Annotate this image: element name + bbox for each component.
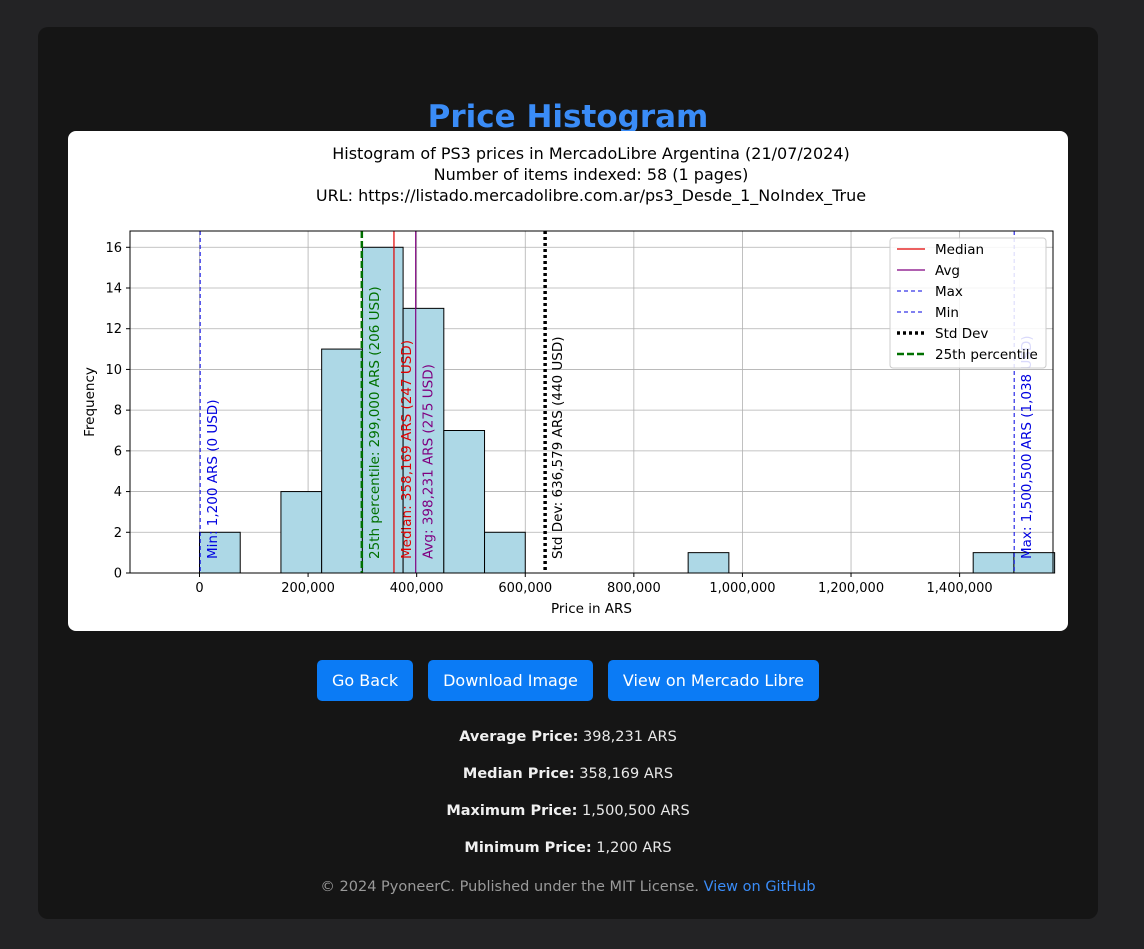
x-tick-label: 600,000 [498, 581, 552, 596]
chart-title-line: Histogram of PS3 prices in MercadoLibre … [332, 144, 850, 163]
stat-label: Maximum Price: [446, 803, 578, 819]
price-stats: Average Price: 398,231 ARS Median Price:… [38, 727, 1098, 875]
histogram-chart: Histogram of PS3 prices in MercadoLibre … [68, 131, 1068, 631]
histogram-bar [443, 430, 486, 574]
histogram-bar [687, 552, 730, 574]
stat-value: 398,231 ARS [583, 729, 677, 745]
legend-label: Avg [935, 263, 960, 279]
y-tick-label: 10 [105, 363, 122, 378]
histogram-bar [321, 348, 363, 574]
histogram-bar [484, 531, 526, 574]
stat-label: Minimum Price: [464, 840, 592, 856]
stat-median: Median Price: 358,169 ARS [38, 764, 1098, 801]
x-tick-label: 1,000,000 [709, 581, 775, 596]
stat-value: 1,500,500 ARS [582, 803, 690, 819]
stat-minimum: Minimum Price: 1,200 ARS [38, 838, 1098, 875]
footer-text: © 2024 PyoneerC. Published under the MIT… [320, 879, 700, 895]
reference-line-label: Max: 1,500,500 ARS (1,038 USD) [1019, 335, 1035, 559]
download-image-button[interactable]: Download Image [428, 660, 593, 701]
x-tick-label: 1,200,000 [818, 581, 884, 596]
histogram-svg: Histogram of PS3 prices in MercadoLibre … [82, 144, 1056, 617]
legend-label: Min [935, 305, 959, 321]
reference-line-label: 25th percentile: 299,000 ARS (206 USD) [367, 286, 383, 559]
x-tick-label: 800,000 [607, 581, 661, 596]
legend-label: Median [935, 242, 984, 258]
y-axis-label: Frequency [82, 367, 98, 437]
histogram-bar [361, 246, 404, 574]
stat-value: 1,200 ARS [596, 840, 672, 856]
plot-frame [129, 230, 1054, 574]
reference-line-label: Avg: 398,231 ARS (275 USD) [421, 364, 437, 559]
view-on-mercado-libre-button[interactable]: View on Mercado Libre [607, 660, 820, 701]
histogram-bar [402, 307, 445, 574]
y-tick-label: 4 [114, 485, 122, 500]
reference-line-label: Median: 358,169 ARS (247 USD) [399, 340, 415, 559]
y-tick-label: 8 [114, 404, 122, 419]
histogram-bar [280, 491, 323, 574]
x-tick-label: 400,000 [390, 581, 444, 596]
chart-title-line: URL: https://listado.mercadolibre.com.ar… [316, 186, 866, 206]
legend-label: Max [935, 284, 963, 300]
footer: © 2024 PyoneerC. Published under the MIT… [38, 879, 1098, 895]
reference-line-label: Min: 1,200 ARS (0 USD) [205, 400, 221, 559]
chart-title-line: Number of items indexed: 58 (1 pages) [434, 165, 749, 184]
histogram-bar [972, 552, 1015, 574]
legend-label: Std Dev [935, 326, 988, 342]
y-tick-label: 12 [105, 322, 122, 337]
legend-box [889, 237, 1047, 369]
histogram-bar [198, 531, 241, 574]
page-title: Price Histogram [427, 99, 709, 135]
y-tick-label: 14 [105, 282, 122, 297]
y-tick-label: 6 [114, 444, 122, 459]
reference-line-label: Std Dev: 636,579 ARS (440 USD) [550, 336, 566, 559]
x-tick-label: 200,000 [281, 581, 335, 596]
x-axis-label: Price in ARS [551, 601, 632, 617]
stat-label: Average Price: [459, 729, 579, 745]
y-tick-label: 16 [105, 241, 122, 256]
y-tick-label: 0 [114, 567, 122, 582]
go-back-button[interactable]: Go Back [316, 660, 414, 701]
x-tick-label: 0 [195, 581, 203, 596]
stat-maximum: Maximum Price: 1,500,500 ARS [38, 801, 1098, 838]
action-buttons: Go Back Download Image View on Mercado L… [38, 660, 1098, 701]
x-tick-label: 1,400,000 [927, 581, 993, 596]
stat-value: 358,169 ARS [579, 766, 674, 782]
stat-label: Median Price: [462, 766, 575, 782]
main-card: Price Histogram Histogram of PS3 prices … [38, 27, 1098, 919]
legend-label: 25th percentile [935, 347, 1038, 363]
stat-average: Average Price: 398,231 ARS [38, 727, 1098, 764]
github-link[interactable]: View on GitHub [703, 879, 816, 895]
y-tick-label: 2 [114, 526, 122, 541]
